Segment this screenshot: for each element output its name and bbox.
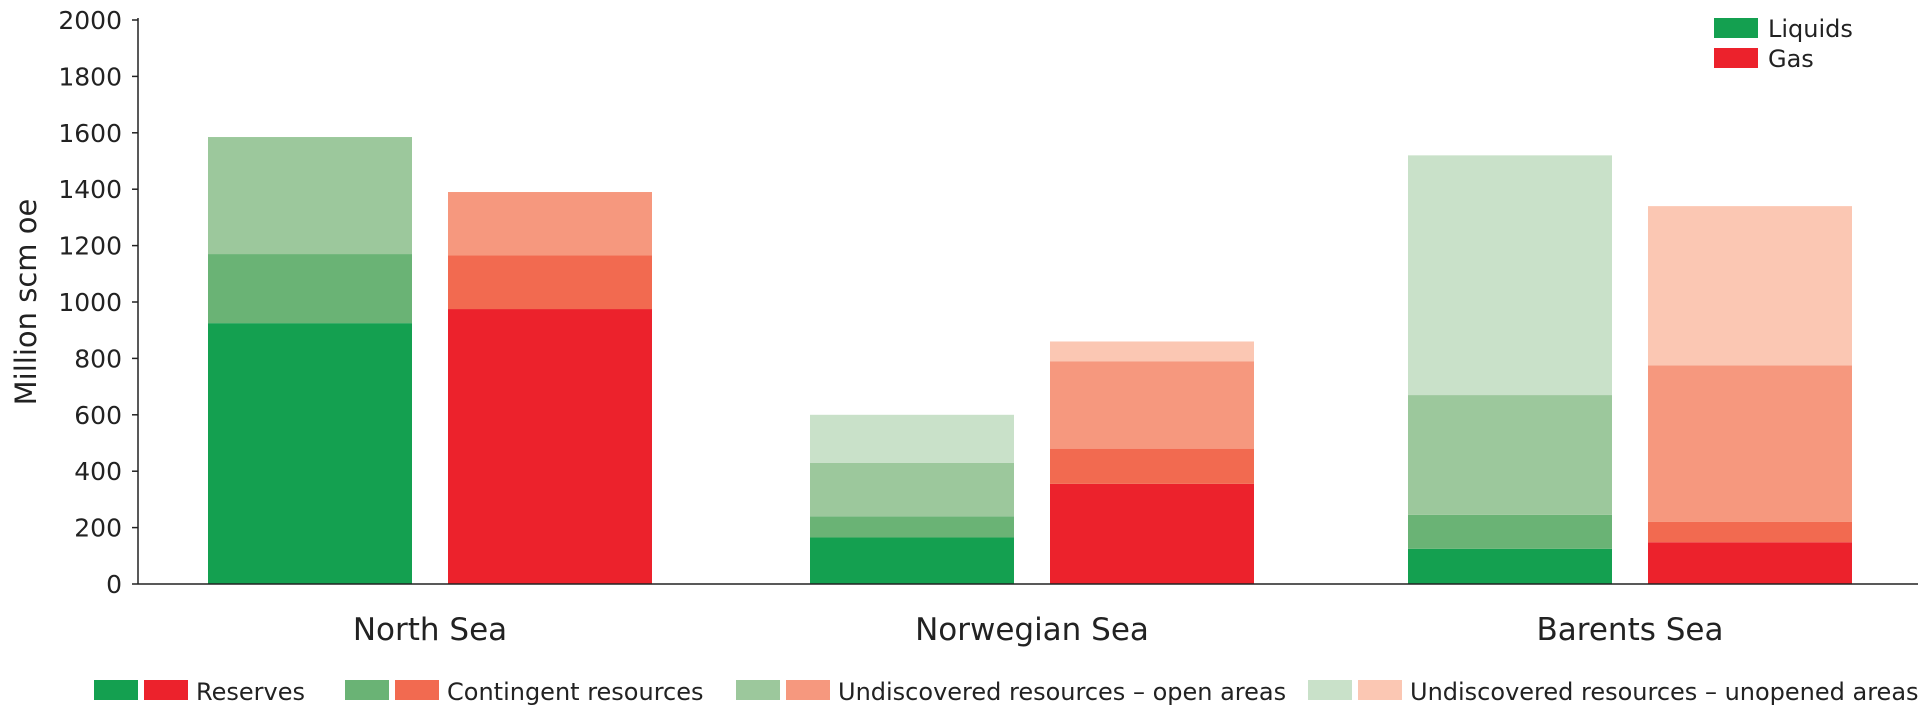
- y-tick-label: 1000: [58, 288, 122, 317]
- legend-label-undiscovered-resources-unopened-areas: Undiscovered resources – unopened areas: [1410, 678, 1919, 706]
- legend-label-reserves: Reserves: [196, 678, 305, 706]
- bar-norwegian-sea-liquids-contingent-resources: [810, 516, 1014, 538]
- y-tick-label: 2000: [58, 6, 122, 35]
- legend-swatch-gas-reserves: [144, 680, 188, 700]
- legend-swatch-gas-undiscovered-resources-open-areas: [786, 680, 830, 700]
- bar-barents-sea-gas-undiscovered-resources-open-areas: [1648, 365, 1852, 522]
- bar-norwegian-sea-gas-reserves: [1050, 483, 1254, 584]
- bar-norwegian-sea-liquids-reserves: [810, 537, 1014, 584]
- legend-swatch-gas-undiscovered-resources-unopened-areas: [1358, 680, 1402, 700]
- legend-swatch-liquids-undiscovered-resources-unopened-areas: [1308, 680, 1352, 700]
- y-tick-label: 200: [74, 514, 122, 543]
- bar-barents-sea-gas-undiscovered-resources-unopened-areas: [1648, 206, 1852, 366]
- bar-barents-sea-gas-reserves: [1648, 542, 1852, 584]
- y-tick-label: 1200: [58, 232, 122, 261]
- legend-label-gas: Gas: [1768, 45, 1814, 73]
- bar-north-sea-gas-undiscovered-resources-open-areas: [448, 192, 652, 256]
- bar-north-sea-gas-reserves: [448, 309, 652, 584]
- x-axis: North Sea Norwegian Sea Barents Sea: [353, 612, 1724, 648]
- legend-swatch-liquids-contingent-resources: [345, 680, 389, 700]
- legend-swatch-liquids-undiscovered-resources-open-areas: [736, 680, 780, 700]
- legend-swatch-gas-contingent-resources: [395, 680, 439, 700]
- legend-swatch-gas: [1714, 48, 1758, 68]
- x-tick-label: Norwegian Sea: [915, 612, 1149, 648]
- bars: [208, 137, 1852, 584]
- layer-legend: Reserves Contingent resources Undiscovered…: [94, 678, 1919, 706]
- bar-norwegian-sea-liquids-undiscovered-resources-open-areas: [810, 462, 1014, 517]
- bar-north-sea-liquids-undiscovered-resources-open-areas: [208, 137, 412, 255]
- legend-label-liquids: Liquids: [1768, 15, 1853, 43]
- bar-norwegian-sea-gas-undiscovered-resources-unopened-areas: [1050, 341, 1254, 362]
- bar-barents-sea-liquids-reserves: [1408, 548, 1612, 584]
- bar-norwegian-sea-gas-contingent-resources: [1050, 448, 1254, 484]
- x-tick-label: Barents Sea: [1537, 612, 1724, 648]
- y-axis: 0 200 400 600 800 1000 1200 1400 1600 1800 2000: [58, 6, 139, 599]
- bar-barents-sea-liquids-contingent-resources: [1408, 514, 1612, 549]
- legend-label-undiscovered-resources-open-areas: Undiscovered resources – open areas: [838, 678, 1286, 706]
- bar-norwegian-sea-gas-undiscovered-resources-open-areas: [1050, 361, 1254, 449]
- legend-swatch-liquids-reserves: [94, 680, 138, 700]
- y-tick-label: 0: [106, 570, 122, 599]
- y-tick-label: 600: [74, 401, 122, 430]
- y-tick-label: 1800: [58, 62, 122, 91]
- y-axis-title: Million scm oe: [9, 199, 43, 406]
- bar-barents-sea-liquids-undiscovered-resources-open-areas: [1408, 395, 1612, 515]
- y-tick-label: 400: [74, 457, 122, 486]
- bar-north-sea-gas-contingent-resources: [448, 255, 652, 310]
- bar-barents-sea-gas-contingent-resources: [1648, 521, 1852, 543]
- bar-north-sea-liquids-reserves: [208, 323, 412, 584]
- y-tick-label: 1400: [58, 175, 122, 204]
- legend-swatch-liquids: [1714, 18, 1758, 38]
- bar-barents-sea-liquids-undiscovered-resources-unopened-areas: [1408, 155, 1612, 396]
- x-tick-label: North Sea: [353, 612, 507, 648]
- y-tick-label: 1600: [58, 119, 122, 148]
- legend-label-contingent-resources: Contingent resources: [447, 678, 704, 706]
- y-tick-label: 800: [74, 344, 122, 373]
- bar-norwegian-sea-liquids-undiscovered-resources-unopened-areas: [810, 414, 1014, 463]
- bar-north-sea-liquids-contingent-resources: [208, 254, 412, 324]
